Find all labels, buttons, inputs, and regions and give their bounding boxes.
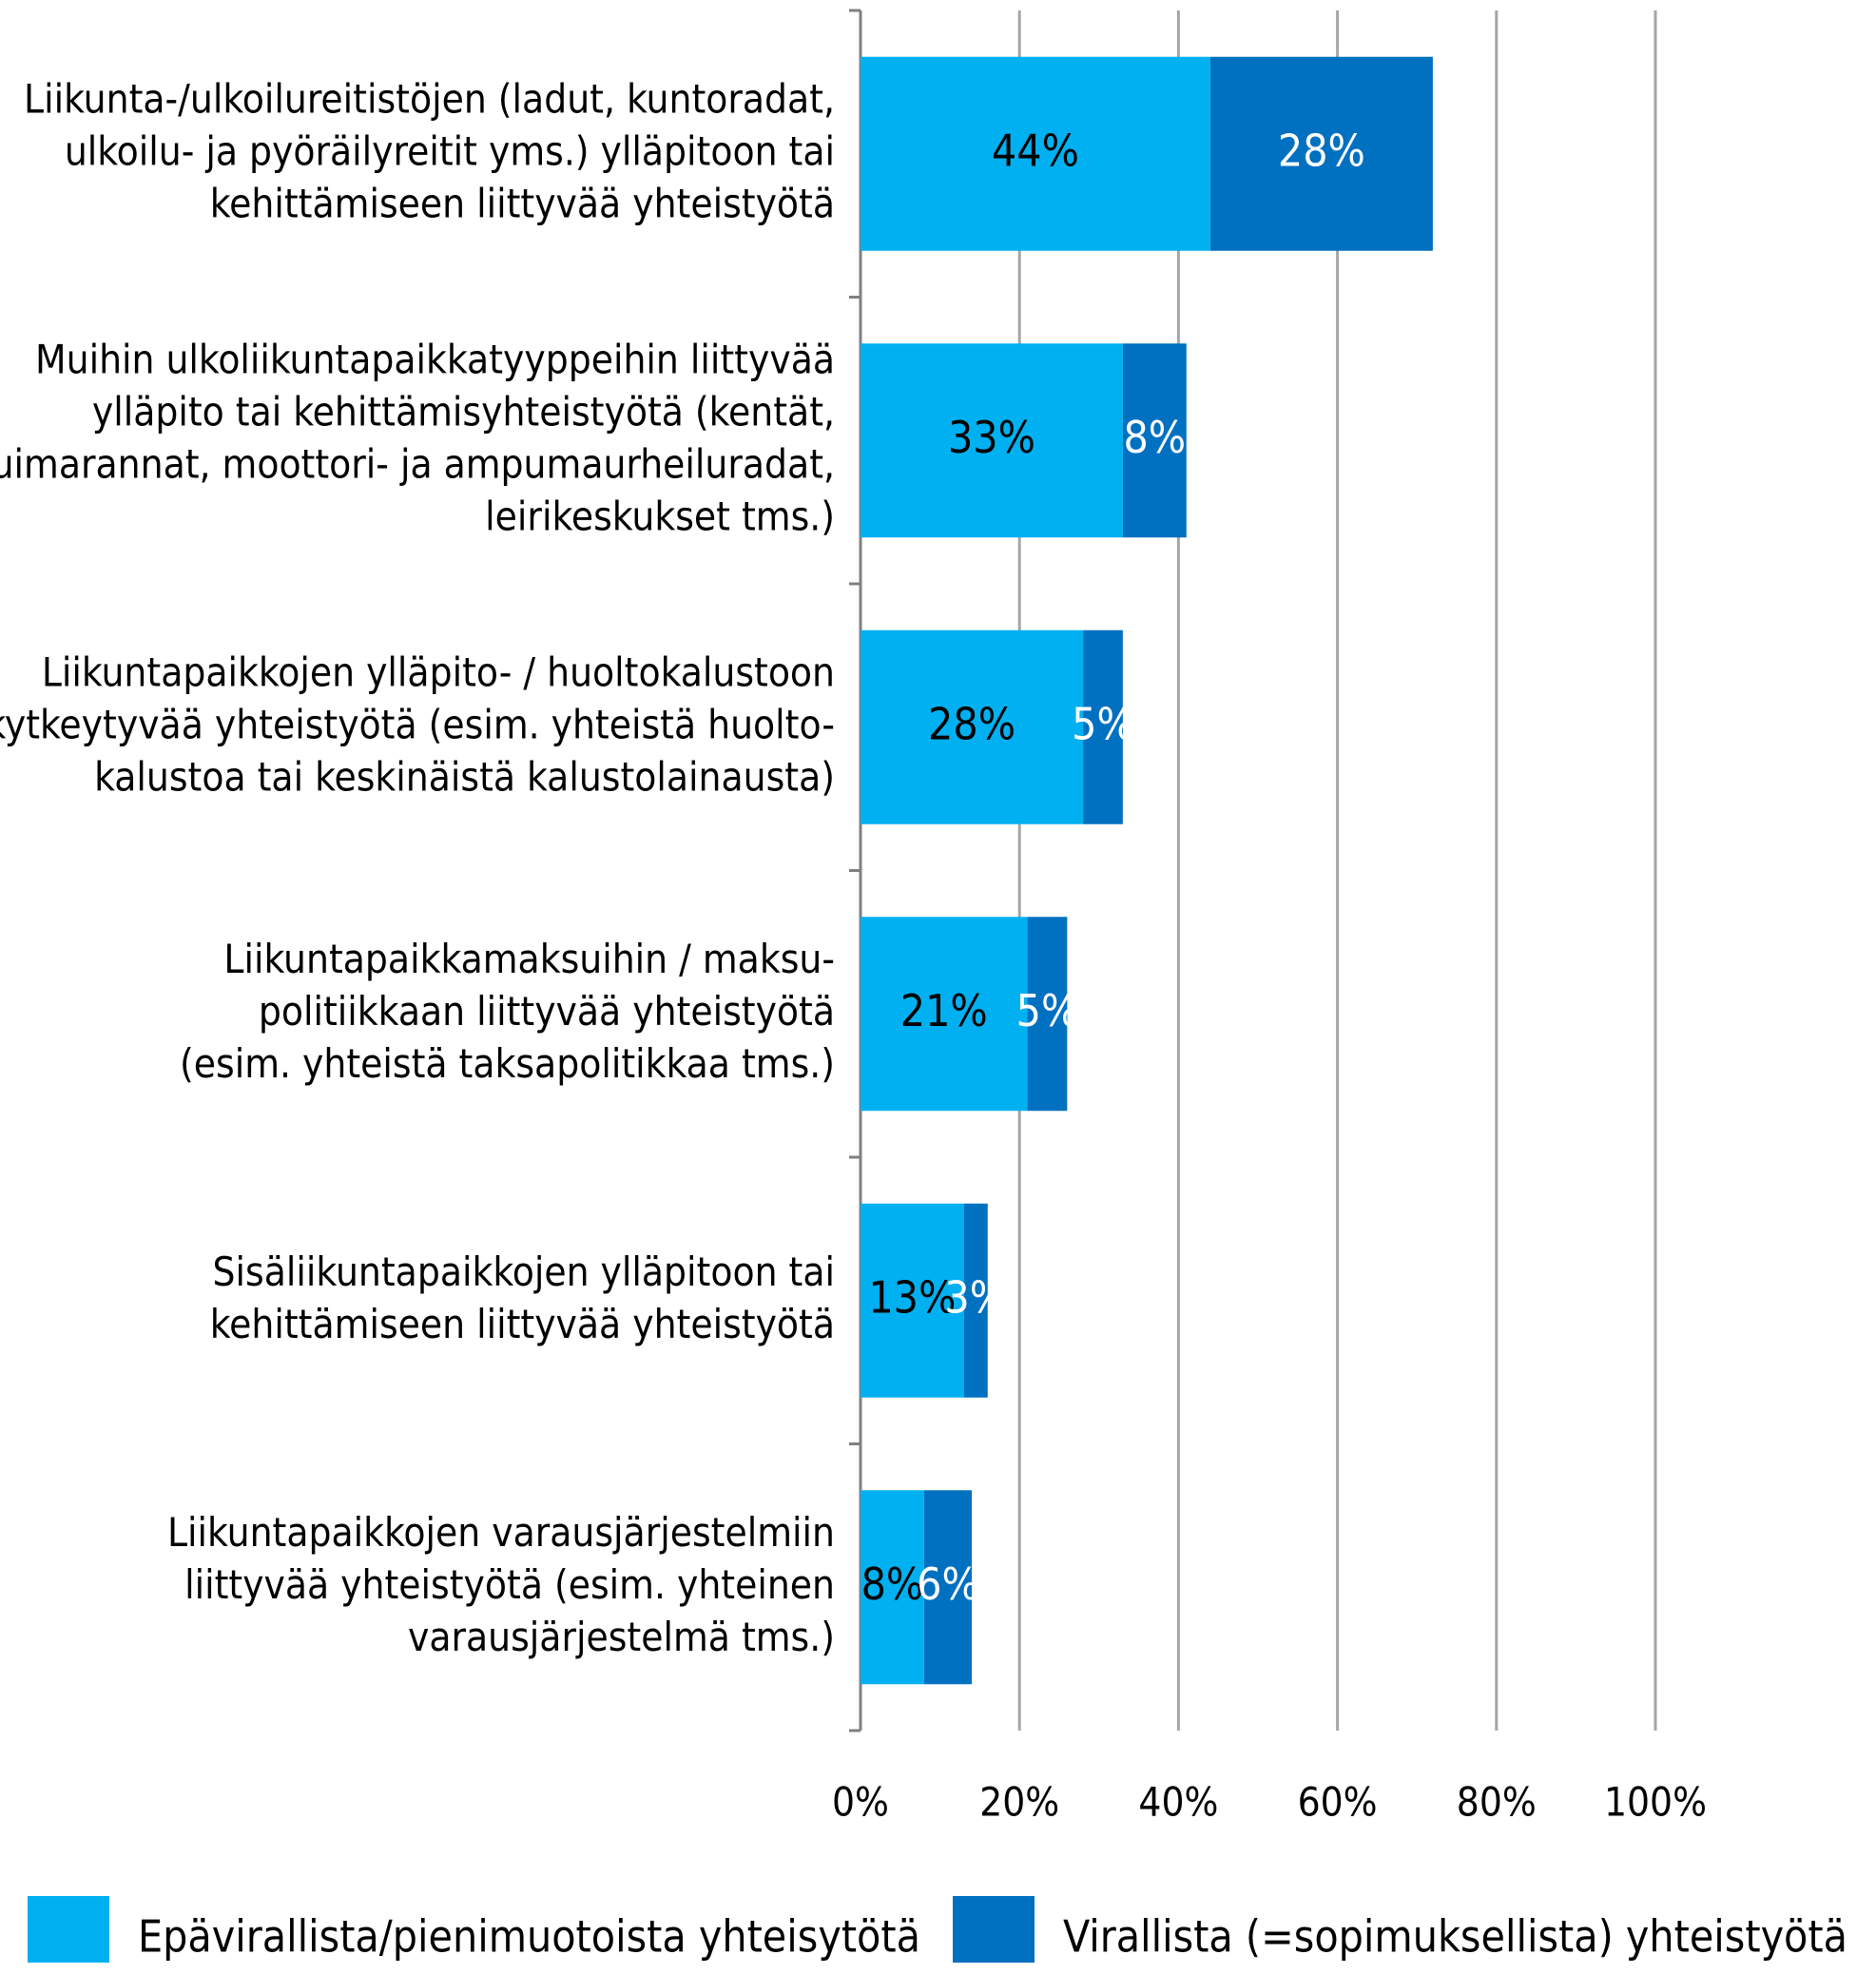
category-label: Sisäliikuntapaikkojen ylläpitoon tai [213,1248,835,1295]
category-label: Liikuntapaikkamaksuihin / maksu- [223,936,835,982]
category-label: kytkeytyvää yhteistyötä (esim. yhteistä … [0,701,835,747]
value-label: 8% [1123,412,1186,463]
value-label: 28% [1278,125,1365,176]
value-label: 3% [944,1271,1007,1323]
legend-swatch [953,1896,1035,1963]
x-tick-label: 60% [1298,1779,1378,1826]
category-label: leirikeskukset tms.) [485,493,835,539]
category-label: (esim. yhteistä taksapolitikkaa tms.) [180,1040,835,1087]
legend-label: Epävirallista/pienimuotoista yhteisytötä [138,1911,920,1963]
value-label: 6% [917,1558,979,1610]
category-label: varausjärjestelmä tms.) [408,1614,835,1660]
value-label: 5% [1016,985,1079,1036]
bar-segment [861,917,1028,1112]
x-tick-label: 20% [979,1779,1059,1826]
category-label: kehittämiseen liittyvää yhteistyötä [210,180,835,226]
bar-segment [861,629,1084,824]
bar-segment [861,1203,964,1398]
category-label: Liikuntapaikkojen ylläpito- / huoltokalu… [42,648,835,695]
value-label: 5% [1072,698,1134,749]
x-tick-label: 40% [1138,1779,1218,1826]
value-label: 44% [992,125,1079,176]
x-tick-label: 100% [1604,1779,1707,1826]
category-label: liittyvää yhteistyötä (esim. yhteinen [184,1561,835,1608]
legend-swatch [28,1896,109,1963]
category-label: ylläpito tai kehittämisyhteistyötä (kent… [92,388,835,435]
bar-segment [963,1203,988,1398]
bar-segment [861,56,1210,251]
category-label: kehittämiseen liittyvää yhteistyötä [210,1301,835,1347]
bar-segment [923,1490,973,1685]
category-label: Liikuntapaikkojen varausjärjestelmiin [167,1509,835,1556]
value-label: 21% [900,985,988,1036]
bar-segment [861,343,1123,538]
value-label: 33% [948,412,1035,463]
category-label: ulkoilu- ja pyöräilyreitit yms.) ylläpit… [65,127,835,174]
bar-segment [1027,917,1068,1112]
bar-segment [1083,629,1123,824]
value-label: 28% [928,698,1015,749]
value-label: 8% [861,1558,924,1610]
bar-segment [1122,343,1187,538]
value-label: 13% [868,1271,956,1323]
category-label: kalustoa tai keskinäistä kalustolainaust… [94,753,835,800]
legend-label: Virallista (=sopimuksellista) yhteistyöt… [1063,1911,1847,1963]
category-label: Liikunta-/ulkoilureitistöjen (ladut, kun… [24,75,835,122]
category-label: uimarannat, moottori- ja ampumaurheilura… [0,440,835,487]
x-tick-label: 80% [1457,1779,1537,1826]
bar-segment [1209,56,1433,251]
bar-segment [861,1490,924,1685]
category-label: politiikkaan liittyvää yhteistyötä [259,988,835,1035]
x-tick-label: 0% [832,1779,889,1826]
category-label: Muihin ulkoliikuntapaikkatyyppeihin liit… [35,336,835,382]
